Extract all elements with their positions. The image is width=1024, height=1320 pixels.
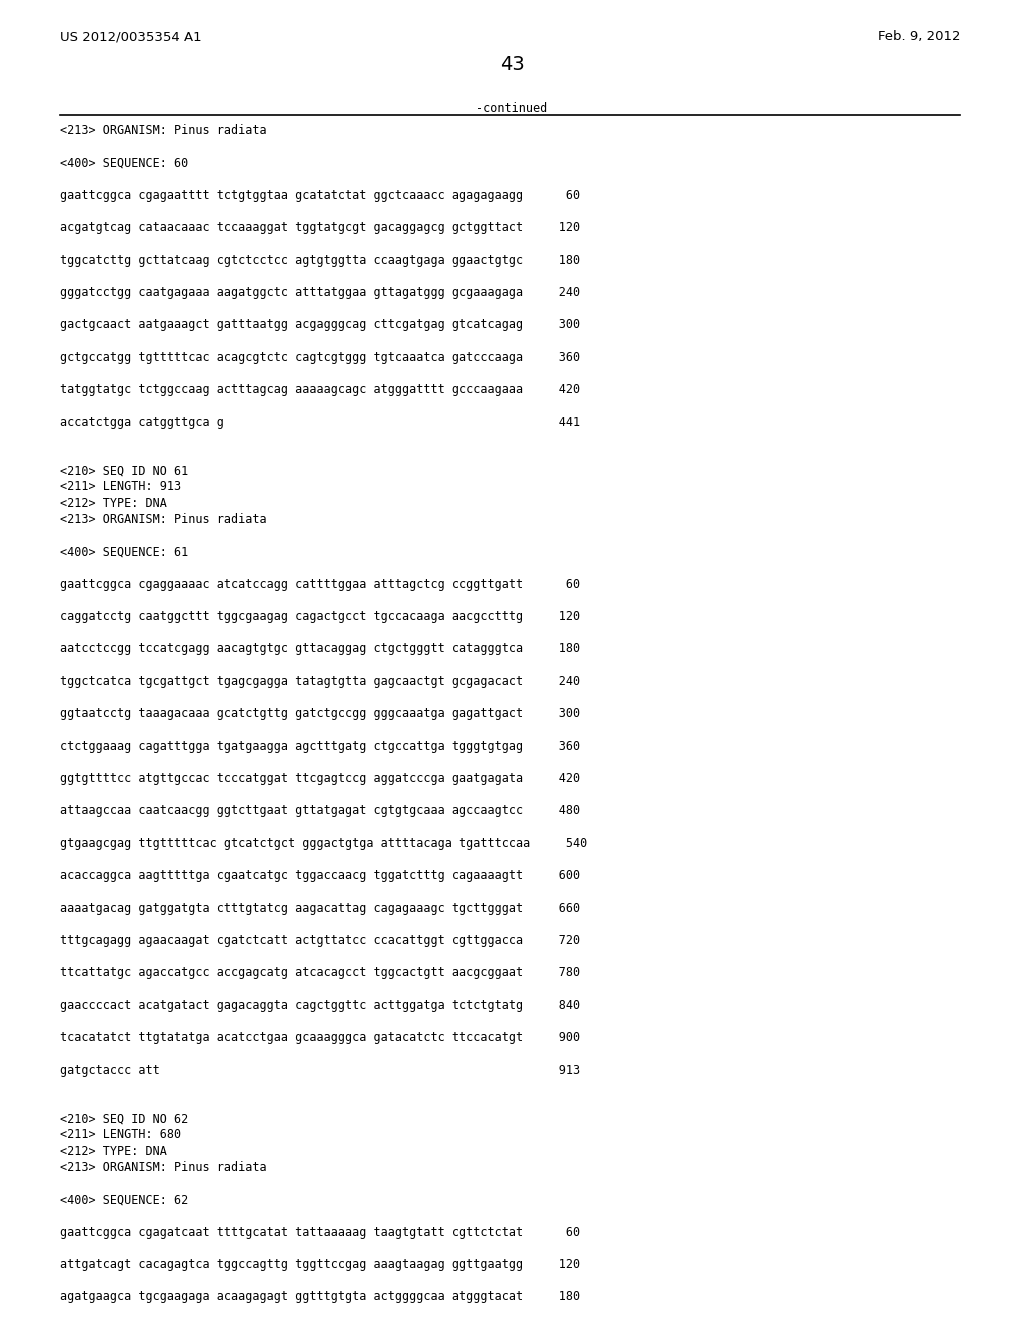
Text: US 2012/0035354 A1: US 2012/0035354 A1 (60, 30, 202, 44)
Text: gaattcggca cgagaatttt tctgtggtaa gcatatctat ggctcaaacc agagagaagg      60: gaattcggca cgagaatttt tctgtggtaa gcatatc… (60, 189, 581, 202)
Text: <400> SEQUENCE: 61: <400> SEQUENCE: 61 (60, 545, 188, 558)
Text: <213> ORGANISM: Pinus radiata: <213> ORGANISM: Pinus radiata (60, 512, 266, 525)
Text: ggtaatcctg taaagacaaa gcatctgttg gatctgccgg gggcaaatga gagattgact     300: ggtaatcctg taaagacaaa gcatctgttg gatctgc… (60, 708, 581, 721)
Text: tttgcagagg agaacaagat cgatctcatt actgttatcc ccacattggt cgttggacca     720: tttgcagagg agaacaagat cgatctcatt actgtta… (60, 935, 581, 946)
Text: gactgcaact aatgaaagct gatttaatgg acgagggcag cttcgatgag gtcatcagag     300: gactgcaact aatgaaagct gatttaatgg acgaggg… (60, 318, 581, 331)
Text: <213> ORGANISM: Pinus radiata: <213> ORGANISM: Pinus radiata (60, 124, 266, 137)
Text: tggcatcttg gcttatcaag cgtctcctcc agtgtggtta ccaagtgaga ggaactgtgc     180: tggcatcttg gcttatcaag cgtctcctcc agtgtgg… (60, 253, 581, 267)
Text: <213> ORGANISM: Pinus radiata: <213> ORGANISM: Pinus radiata (60, 1160, 266, 1173)
Text: tggctcatca tgcgattgct tgagcgagga tatagtgtta gagcaactgt gcgagacact     240: tggctcatca tgcgattgct tgagcgagga tatagtg… (60, 675, 581, 688)
Text: aaaatgacag gatggatgta ctttgtatcg aagacattag cagagaaagc tgcttgggat     660: aaaatgacag gatggatgta ctttgtatcg aagacat… (60, 902, 581, 915)
Text: ggtgttttcc atgttgccac tcccatggat ttcgagtccg aggatcccga gaatgagata     420: ggtgttttcc atgttgccac tcccatggat ttcgagt… (60, 772, 581, 785)
Text: <211> LENGTH: 680: <211> LENGTH: 680 (60, 1129, 181, 1142)
Text: <212> TYPE: DNA: <212> TYPE: DNA (60, 1144, 167, 1158)
Text: caggatcctg caatggcttt tggcgaagag cagactgcct tgccacaaga aacgcctttg     120: caggatcctg caatggcttt tggcgaagag cagactg… (60, 610, 581, 623)
Text: agatgaagca tgcgaagaga acaagagagt ggtttgtgta actggggcaa atgggtacat     180: agatgaagca tgcgaagaga acaagagagt ggtttgt… (60, 1291, 581, 1303)
Text: gaattcggca cgagatcaat ttttgcatat tattaaaaag taagtgtatt cgttctctat      60: gaattcggca cgagatcaat ttttgcatat tattaaa… (60, 1225, 581, 1238)
Text: gaattcggca cgaggaaaac atcatccagg cattttggaa atttagctcg ccggttgatt      60: gaattcggca cgaggaaaac atcatccagg cattttg… (60, 578, 581, 590)
Text: <212> TYPE: DNA: <212> TYPE: DNA (60, 496, 167, 510)
Text: <400> SEQUENCE: 62: <400> SEQUENCE: 62 (60, 1193, 188, 1206)
Text: gctgccatgg tgtttttcac acagcgtctc cagtcgtggg tgtcaaatca gatcccaaga     360: gctgccatgg tgtttttcac acagcgtctc cagtcgt… (60, 351, 581, 364)
Text: gggatcctgg caatgagaaa aagatggctc atttatggaa gttagatggg gcgaaagaga     240: gggatcctgg caatgagaaa aagatggctc atttatg… (60, 286, 581, 300)
Text: acaccaggca aagtttttga cgaatcatgc tggaccaacg tggatctttg cagaaaagtt     600: acaccaggca aagtttttga cgaatcatgc tggacca… (60, 869, 581, 882)
Text: ctctggaaag cagatttgga tgatgaagga agctttgatg ctgccattga tgggtgtgag     360: ctctggaaag cagatttgga tgatgaagga agctttg… (60, 739, 581, 752)
Text: gaaccccact acatgatact gagacaggta cagctggttc acttggatga tctctgtatg     840: gaaccccact acatgatact gagacaggta cagctgg… (60, 999, 581, 1012)
Text: Feb. 9, 2012: Feb. 9, 2012 (878, 30, 961, 44)
Text: attgatcagt cacagagtca tggccagttg tggttccgag aaagtaagag ggttgaatgg     120: attgatcagt cacagagtca tggccagttg tggttcc… (60, 1258, 581, 1271)
Text: ttcattatgc agaccatgcc accgagcatg atcacagcct tggcactgtt aacgcggaat     780: ttcattatgc agaccatgcc accgagcatg atcacag… (60, 966, 581, 979)
Text: <211> LENGTH: 913: <211> LENGTH: 913 (60, 480, 181, 494)
Text: aatcctccgg tccatcgagg aacagtgtgc gttacaggag ctgctgggtt catagggtca     180: aatcctccgg tccatcgagg aacagtgtgc gttacag… (60, 643, 581, 656)
Text: gtgaagcgag ttgtttttcac gtcatctgct gggactgtga attttacaga tgatttccaa     540: gtgaagcgag ttgtttttcac gtcatctgct gggact… (60, 837, 587, 850)
Text: <400> SEQUENCE: 60: <400> SEQUENCE: 60 (60, 156, 188, 169)
Text: -continued: -continued (476, 102, 548, 115)
Text: <210> SEQ ID NO 61: <210> SEQ ID NO 61 (60, 465, 188, 478)
Text: <210> SEQ ID NO 62: <210> SEQ ID NO 62 (60, 1113, 188, 1125)
Text: attaagccaa caatcaacgg ggtcttgaat gttatgagat cgtgtgcaaa agccaagtcc     480: attaagccaa caatcaacgg ggtcttgaat gttatga… (60, 804, 581, 817)
Text: accatctgga catggttgca g                                               441: accatctgga catggttgca g 441 (60, 416, 581, 429)
Text: tatggtatgc tctggccaag actttagcag aaaaagcagc atgggatttt gcccaagaaa     420: tatggtatgc tctggccaag actttagcag aaaaagc… (60, 383, 581, 396)
Text: 43: 43 (500, 55, 524, 74)
Text: tcacatatct ttgtatatga acatcctgaa gcaaagggca gatacatctc ttccacatgt     900: tcacatatct ttgtatatga acatcctgaa gcaaagg… (60, 1031, 581, 1044)
Text: acgatgtcag cataacaaac tccaaaggat tggtatgcgt gacaggagcg gctggttact     120: acgatgtcag cataacaaac tccaaaggat tggtatg… (60, 222, 581, 234)
Text: gatgctaccc att                                                        913: gatgctaccc att 913 (60, 1064, 581, 1077)
